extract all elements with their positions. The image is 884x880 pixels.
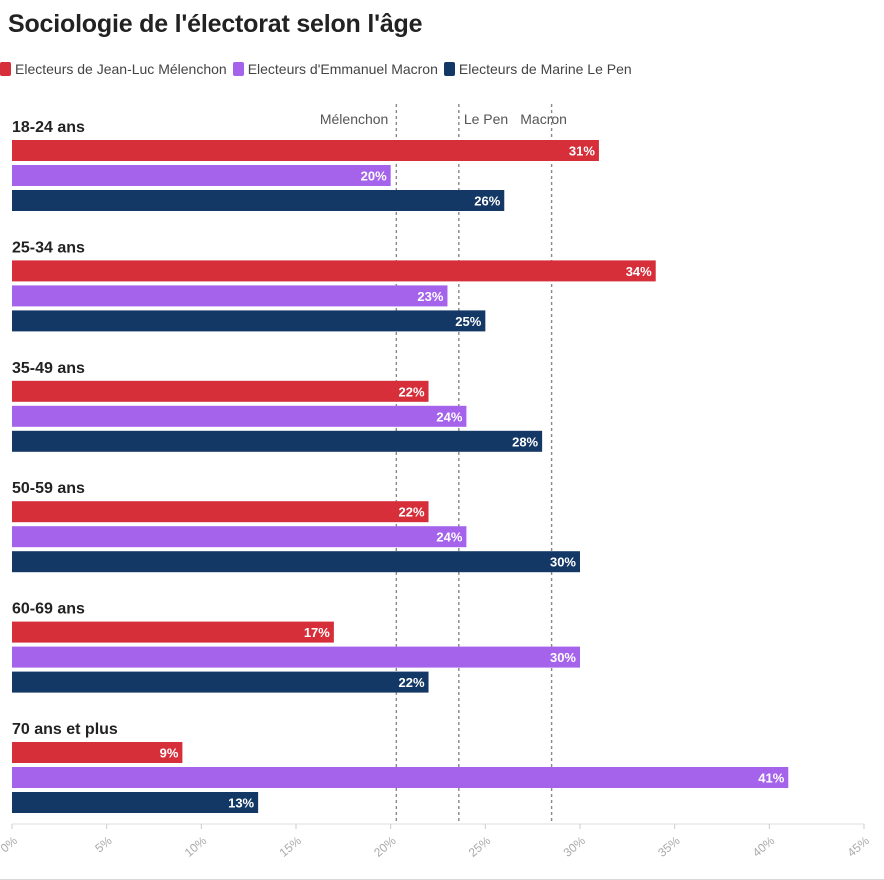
reference-label-macron: Macron: [520, 111, 567, 127]
legend-label-macron: Electeurs d'Emmanuel Macron: [247, 61, 438, 77]
x-tick-label: 25%: [466, 833, 494, 859]
data-label: 20%: [361, 169, 387, 184]
data-label: 26%: [474, 194, 500, 209]
reference-label-le-pen: Le Pen: [464, 111, 508, 127]
x-tick-label: 35%: [655, 833, 683, 859]
data-label: 41%: [758, 771, 784, 786]
data-label: 17%: [304, 625, 330, 640]
legend-label-melenchon: Electeurs de Jean-Luc Mélenchon: [15, 61, 227, 77]
category-label: 60-69 ans: [12, 601, 85, 618]
x-tick-label: 5%: [92, 833, 115, 855]
bar-electeurs-d-emmanuel-macron: [12, 405, 467, 427]
x-tick-label: 10%: [182, 833, 210, 859]
bar-electeurs-de-marine-le-pen: [12, 792, 259, 813]
bar-electeurs-de-marine-le-pen: [12, 551, 580, 573]
bar-electeurs-de-jean-luc-melenchon: [12, 501, 429, 523]
x-tick-label: 40%: [750, 833, 778, 859]
bar-electeurs-d-emmanuel-macron: [12, 646, 580, 668]
category-label: 70 ans et plus: [12, 721, 118, 738]
data-label: 22%: [399, 384, 425, 399]
bar-electeurs-de-jean-luc-melenchon: [12, 140, 599, 161]
legend-swatch-melenchon: [0, 62, 11, 76]
bar-electeurs-de-marine-le-pen: [12, 671, 429, 693]
bar-electeurs-de-jean-luc-melenchon: [12, 621, 334, 643]
data-label: 24%: [436, 530, 462, 545]
x-tick-label: 15%: [277, 833, 305, 859]
bar-electeurs-de-marine-le-pen: [12, 430, 543, 452]
bar-electeurs-d-emmanuel-macron: [12, 767, 789, 788]
category-label: 35-49 ans: [12, 360, 85, 377]
bar-electeurs-de-jean-luc-melenchon: [12, 380, 429, 402]
data-label: 30%: [550, 650, 576, 665]
data-label: 23%: [417, 289, 443, 304]
data-label: 22%: [399, 505, 425, 520]
data-label: 30%: [550, 555, 576, 570]
legend-item-macron: Electeurs d'Emmanuel Macron: [232, 61, 438, 77]
legend-swatch-le-pen: [443, 62, 455, 76]
chart-title: Sociologie de l'électorat selon l'âge: [8, 10, 423, 38]
category-label: 50-59 ans: [12, 480, 85, 497]
data-label: 9%: [160, 746, 179, 761]
data-label: 22%: [399, 675, 425, 690]
legend-swatch-macron: [232, 62, 244, 76]
bar-electeurs-de-marine-le-pen: [12, 190, 505, 211]
data-label: 13%: [228, 796, 254, 811]
reference-label-melenchon: Mélenchon: [320, 111, 389, 127]
bar-electeurs-d-emmanuel-macron: [12, 165, 391, 186]
data-label: 34%: [626, 264, 652, 279]
data-label: 28%: [512, 434, 538, 449]
bar-electeurs-de-marine-le-pen: [12, 310, 486, 332]
legend-item-melenchon: Electeurs de Jean-Luc Mélenchon: [0, 61, 227, 77]
bar-electeurs-de-jean-luc-melenchon: [12, 742, 183, 763]
legend-item-le-pen: Electeurs de Marine Le Pen: [443, 61, 632, 77]
data-label: 24%: [436, 409, 462, 424]
legend-label-le-pen: Electeurs de Marine Le Pen: [458, 61, 632, 77]
x-tick-label: 0%: [0, 833, 20, 855]
category-label: 25-34 ans: [12, 239, 85, 256]
legend: Electeurs de Jean-Luc Mélenchon Electeur…: [0, 61, 638, 77]
data-label: 31%: [569, 144, 595, 159]
data-label: 25%: [455, 314, 481, 329]
bar-electeurs-d-emmanuel-macron: [12, 285, 448, 307]
bar-electeurs-de-jean-luc-melenchon: [12, 260, 656, 282]
bar-electeurs-d-emmanuel-macron: [12, 526, 467, 548]
x-tick-label: 45%: [845, 833, 873, 859]
category-label: 18-24 ans: [12, 119, 85, 136]
x-tick-label: 30%: [561, 833, 589, 859]
x-tick-label: 20%: [371, 833, 399, 859]
